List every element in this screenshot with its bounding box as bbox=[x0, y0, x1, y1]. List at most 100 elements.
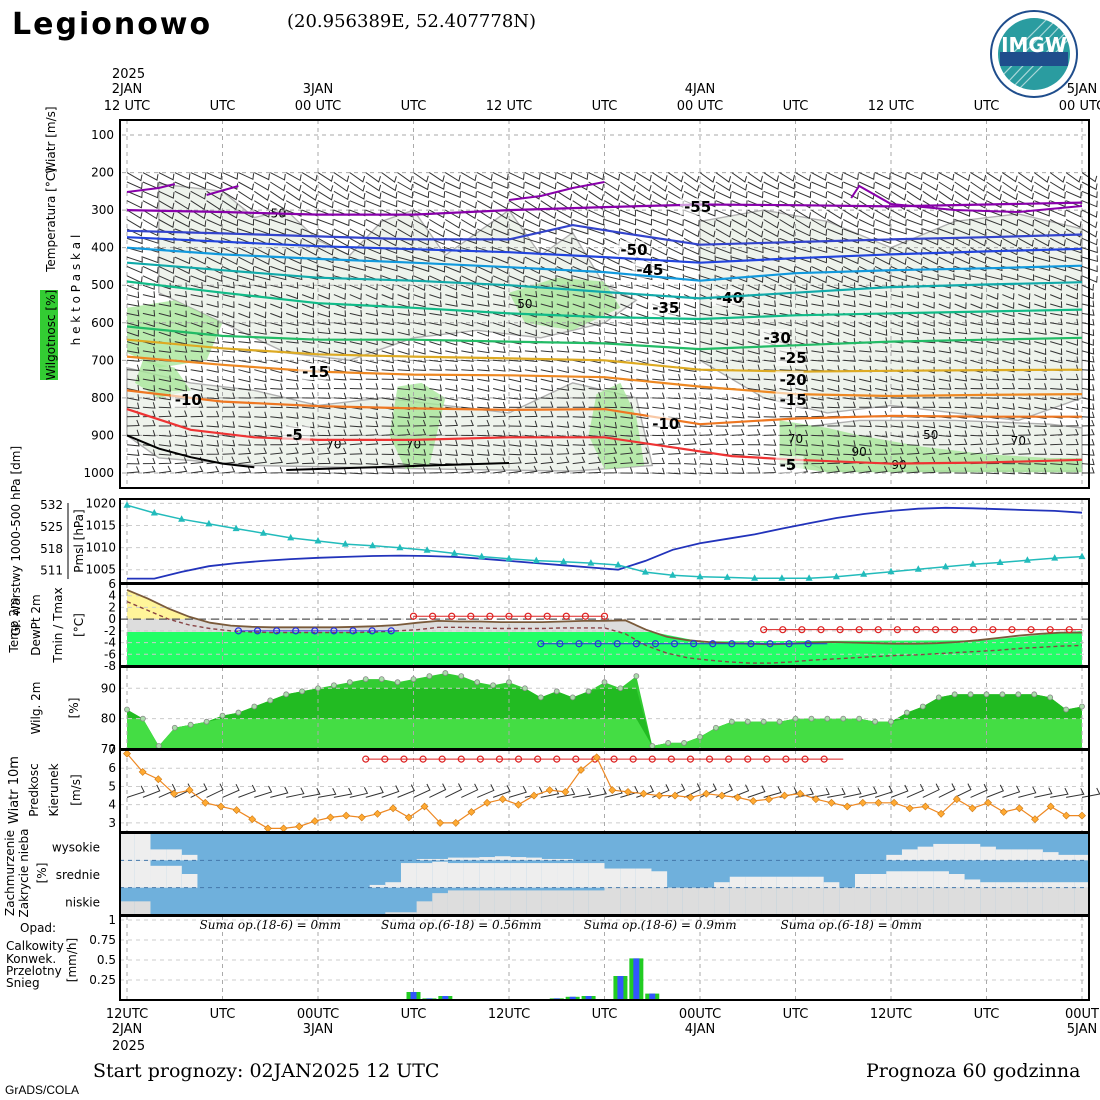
wind-barb bbox=[938, 392, 952, 399]
wind-barb bbox=[827, 181, 843, 189]
wind-barb bbox=[222, 384, 236, 392]
wind-barb bbox=[174, 375, 188, 383]
wind-barb bbox=[763, 172, 779, 183]
wind-barb bbox=[827, 346, 840, 353]
wind-barb bbox=[970, 467, 984, 474]
wind-barb bbox=[811, 291, 824, 298]
wind-speed-point bbox=[671, 791, 679, 800]
wind-barb bbox=[620, 327, 633, 335]
wind-barb bbox=[970, 430, 984, 437]
wind-barb bbox=[779, 283, 792, 291]
wind-barb bbox=[349, 200, 366, 208]
wind-barb bbox=[317, 318, 331, 326]
geopotential-marker bbox=[396, 543, 404, 551]
geopotential-marker bbox=[341, 540, 349, 547]
cloud-bar bbox=[166, 849, 182, 861]
precip-bar-convective bbox=[585, 996, 592, 1000]
wind-barb bbox=[699, 237, 716, 247]
wind-barb bbox=[540, 290, 554, 298]
wind-barb bbox=[270, 181, 286, 192]
wind-barb bbox=[174, 310, 187, 318]
wind-barb bbox=[811, 190, 828, 199]
wind-barb bbox=[142, 465, 156, 474]
wind-barb bbox=[477, 291, 490, 298]
wind-barb bbox=[461, 291, 474, 299]
wind-barb bbox=[365, 412, 379, 420]
wind-barb bbox=[477, 181, 493, 190]
wind-barb bbox=[317, 228, 334, 237]
wind-barb bbox=[588, 392, 602, 399]
wind-barb bbox=[556, 227, 573, 235]
wind-barb bbox=[302, 392, 315, 399]
tmin-marker bbox=[651, 640, 660, 648]
wind-barb bbox=[843, 465, 856, 474]
wind-barb bbox=[668, 264, 685, 272]
wind-barb bbox=[206, 366, 219, 373]
wind-speed-point bbox=[342, 811, 351, 820]
tmin-marker bbox=[709, 640, 717, 648]
wind-barb bbox=[349, 255, 366, 263]
wind-barb bbox=[1081, 300, 1095, 308]
wind-barb bbox=[222, 411, 236, 418]
date-tick-bottom: 5JAN bbox=[1067, 1022, 1098, 1037]
isotherm-label-bg bbox=[632, 261, 661, 278]
wind-barb bbox=[874, 290, 888, 298]
wind-barb bbox=[779, 300, 792, 307]
wind-barb bbox=[461, 330, 474, 337]
wind-barb bbox=[333, 421, 347, 428]
wind-barb bbox=[747, 411, 761, 419]
wind-barb bbox=[349, 420, 363, 428]
wind-speed-point bbox=[858, 798, 867, 807]
humidity-point bbox=[744, 718, 751, 725]
wind-barb bbox=[1066, 467, 1079, 474]
humidity-point bbox=[331, 682, 337, 689]
wind-barb bbox=[1018, 274, 1035, 281]
wind-speed-point bbox=[498, 795, 507, 804]
wind-barb bbox=[620, 467, 634, 474]
wind-barb bbox=[668, 467, 681, 475]
wind-barb bbox=[588, 209, 605, 218]
wind-speed-point bbox=[420, 802, 429, 811]
tmin-marker bbox=[766, 640, 774, 648]
wind-tick-label: 3 bbox=[108, 816, 116, 830]
wind-barb bbox=[954, 190, 970, 202]
tmin-marker bbox=[537, 640, 545, 648]
wind-barb bbox=[429, 384, 442, 392]
time-tick-top: UTC bbox=[210, 99, 236, 114]
wind-barb bbox=[763, 419, 777, 427]
wind-barb bbox=[349, 365, 363, 373]
wind-barb bbox=[1018, 318, 1031, 326]
cloud-bar bbox=[964, 887, 981, 915]
wind-10m-barb bbox=[540, 787, 560, 798]
wind-barb bbox=[381, 420, 395, 427]
wind-barb bbox=[747, 419, 761, 427]
wind-barb bbox=[381, 458, 395, 466]
wind-barb bbox=[381, 364, 395, 372]
wind-barb bbox=[508, 290, 522, 298]
wind-barb bbox=[381, 318, 395, 326]
wind-barb bbox=[142, 402, 156, 409]
wind-barb bbox=[986, 382, 1000, 390]
wind-barb bbox=[445, 466, 459, 474]
wind-barb bbox=[858, 265, 875, 275]
humidity-contour-label: 90 bbox=[852, 445, 867, 459]
wind-barb bbox=[508, 329, 521, 337]
wind-barb bbox=[461, 466, 474, 474]
wind-barb bbox=[604, 392, 618, 399]
wind-barb bbox=[301, 302, 314, 310]
wind-barb bbox=[875, 355, 888, 363]
isotherm-label: -10 bbox=[652, 415, 679, 433]
wind-barb bbox=[476, 172, 493, 181]
wind-barb bbox=[1034, 172, 1050, 183]
wind-barb bbox=[699, 181, 716, 192]
wind-barb bbox=[1002, 283, 1015, 290]
wind-barb bbox=[795, 237, 812, 245]
wind-speed-point bbox=[451, 818, 460, 827]
wind-barb bbox=[174, 228, 191, 236]
wind-barb bbox=[397, 458, 411, 466]
wind-barb bbox=[922, 336, 936, 344]
wind-barb bbox=[270, 438, 283, 446]
wind-barb bbox=[699, 357, 713, 364]
precip-total-label: Calkowity bbox=[6, 939, 64, 953]
wind-barb bbox=[397, 219, 414, 228]
